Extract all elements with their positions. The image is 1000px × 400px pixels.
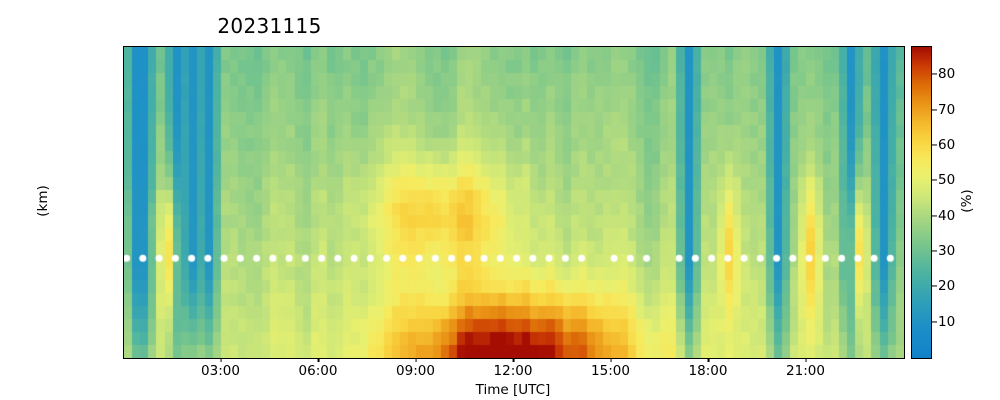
heatmap-image: [124, 47, 904, 358]
x-axis-tick-0900: 09:00: [396, 357, 435, 379]
x-tick-mark: [805, 357, 807, 362]
x-tick-mark: [318, 357, 320, 362]
colorbar-gradient: [912, 47, 931, 358]
colorbar-tick-mark: [932, 215, 937, 217]
figure-title: 20231115: [217, 14, 322, 38]
colorbar[interactable]: [911, 46, 932, 359]
colorbar-tick-60: 60: [932, 137, 955, 153]
colorbar-tick-80: 80: [932, 66, 955, 82]
colorbar-tick-mark: [932, 73, 937, 75]
y-axis-label: (km): [35, 185, 51, 217]
x-tick-mark: [415, 357, 417, 362]
colorbar-tick-mark: [932, 250, 937, 252]
colorbar-tick-70: 70: [932, 102, 955, 118]
x-axis-tick-2100: 21:00: [786, 357, 825, 379]
x-axis-label: Time [UTC]: [475, 382, 551, 398]
x-axis-tick-1800: 18:00: [689, 357, 727, 379]
x-axis-tick-1200: 12:00: [494, 357, 532, 379]
x-axis-tick-0600: 06:00: [299, 357, 337, 379]
x-tick-mark: [220, 357, 222, 362]
x-tick-mark: [610, 357, 612, 362]
colorbar-tick-mark: [932, 285, 937, 287]
x-axis-tick-1500: 15:00: [591, 357, 630, 379]
colorbar-tick-50: 50: [932, 172, 955, 188]
colorbar-label: (%): [959, 189, 975, 213]
colorbar-tick-mark: [932, 109, 937, 111]
x-axis-tick-0300: 03:00: [201, 357, 240, 379]
colorbar-tick-10: 10: [932, 314, 955, 330]
colorbar-tick-40: 40: [932, 208, 955, 224]
heatmap-axes[interactable]: [123, 46, 905, 359]
x-tick-mark: [513, 357, 515, 362]
colorbar-tick-20: 20: [932, 278, 955, 294]
colorbar-tick-mark: [932, 321, 937, 323]
x-tick-mark: [708, 357, 710, 362]
colorbar-tick-mark: [932, 144, 937, 146]
colorbar-tick-mark: [932, 179, 937, 181]
colorbar-tick-30: 30: [932, 243, 955, 259]
